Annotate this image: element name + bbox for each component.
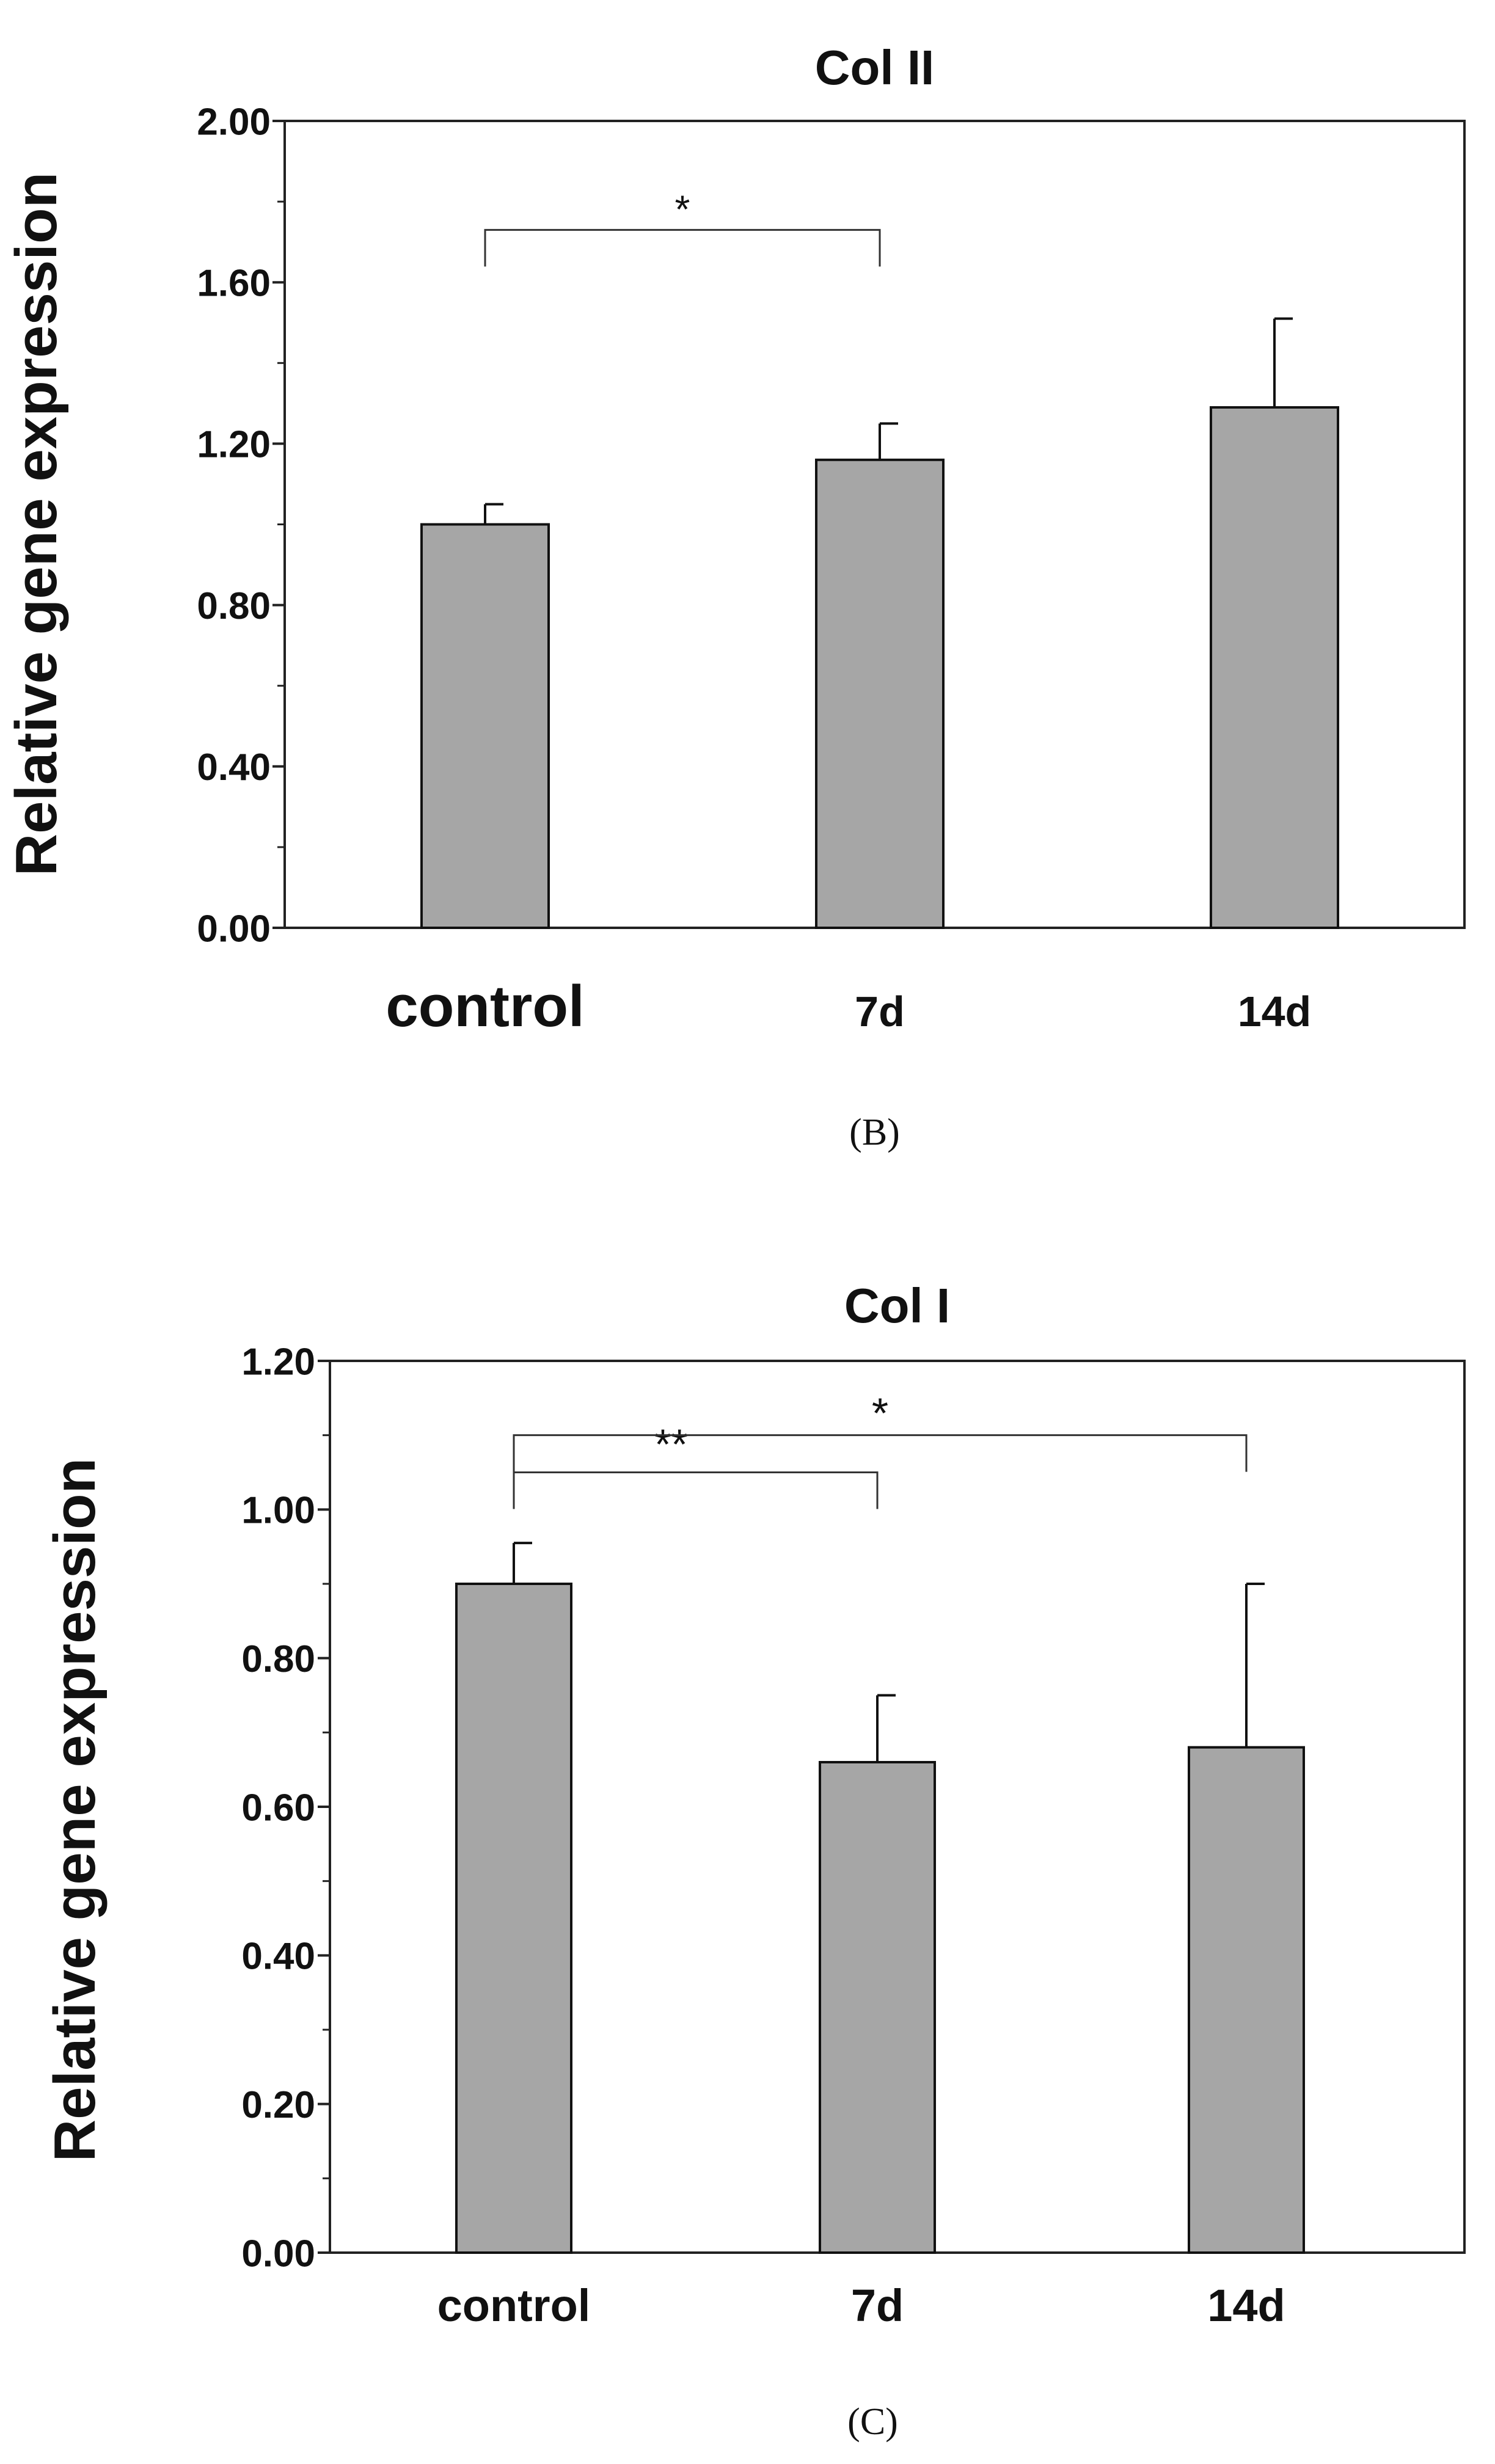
y-tick-label: 1.00 <box>241 1490 315 1532</box>
panel-label: (C) <box>847 2401 898 2443</box>
y-tick-label: 1.60 <box>197 263 271 305</box>
bar <box>420 523 550 929</box>
y-tick-label: 0.40 <box>241 1936 315 1978</box>
significance-bracket <box>513 1471 879 1509</box>
significance-marker: ** <box>654 1421 687 1468</box>
bar <box>1188 1746 1305 2254</box>
significance-bracket <box>513 1434 1248 1472</box>
chart-col-ii: Col II Relative gene expression 0.00 0.40 0.… <box>4 40 1466 1153</box>
bar <box>819 1761 936 2254</box>
bar <box>815 458 945 929</box>
category-label: 7d <box>855 988 905 1035</box>
significance-marker: * <box>872 1390 888 1437</box>
significance-bracket <box>484 228 881 267</box>
y-tick-label: 0.80 <box>197 585 271 627</box>
panel-label: (B) <box>849 1112 900 1153</box>
significance-marker: * <box>675 187 690 231</box>
category-label: 7d <box>851 2280 904 2331</box>
y-tick-label: 0.00 <box>241 2233 315 2275</box>
chart-col-i: Col I Relative gene expression 0.00 0.20 0.4… <box>42 1278 1466 2443</box>
y-tick-label: 0.00 <box>197 908 271 950</box>
chart-title: Col II <box>815 40 935 95</box>
y-tick-label: 0.20 <box>241 2084 315 2126</box>
category-label: 14d <box>1207 2280 1285 2331</box>
y-tick-label: 0.80 <box>241 1638 315 1680</box>
y-tick-label: 1.20 <box>241 1341 315 1383</box>
bar <box>1210 406 1339 929</box>
category-label: control <box>386 974 584 1039</box>
y-tick-label: 1.20 <box>197 424 271 466</box>
y-tick-label: 0.60 <box>241 1787 315 1829</box>
y-tick-label: 0.40 <box>197 746 271 789</box>
category-label: control <box>437 2280 591 2331</box>
chart-title: Col I <box>844 1278 950 1333</box>
category-label: 14d <box>1238 988 1312 1035</box>
y-axis-label: Relative gene expression <box>42 1458 108 2162</box>
y-tick-label: 2.00 <box>197 101 271 143</box>
y-axis-label: Relative gene expression <box>4 172 69 877</box>
bar <box>455 1583 572 2254</box>
